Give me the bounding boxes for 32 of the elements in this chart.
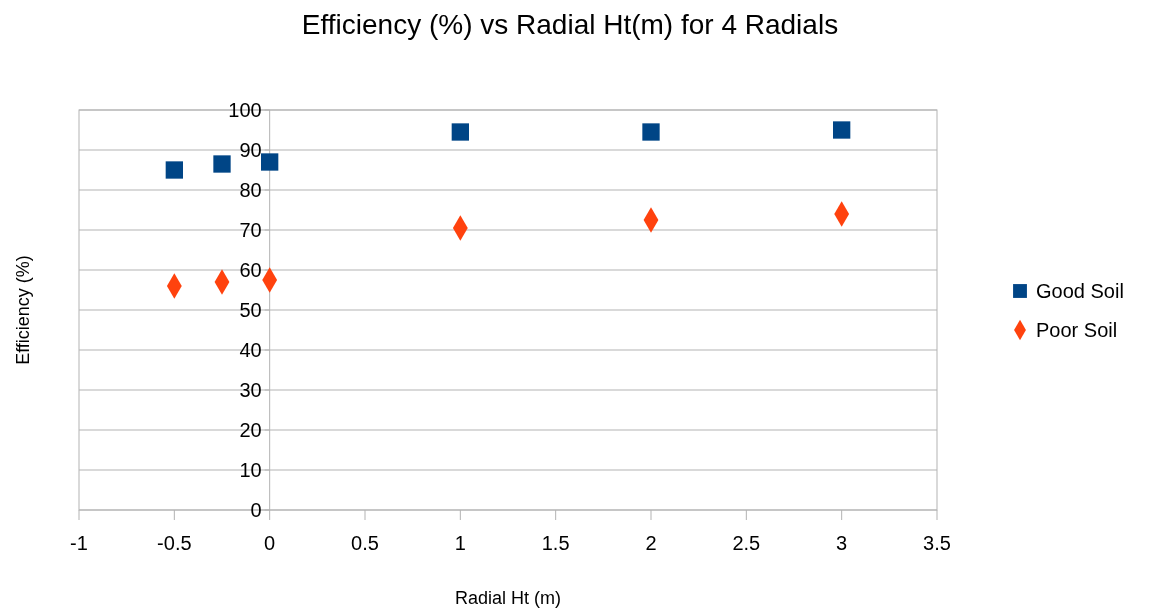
- legend-label: Good Soil: [1036, 280, 1124, 302]
- x-tick-label: 0: [264, 532, 276, 554]
- y-tick-label: 20: [239, 419, 262, 441]
- x-tick-label: 3: [836, 532, 848, 554]
- y-axis-title: Efficiency (%): [13, 255, 33, 365]
- y-tick-label: 70: [239, 219, 262, 241]
- y-tick-label: 0: [250, 499, 262, 521]
- x-tick-label: 2: [645, 532, 657, 554]
- y-tick-label: 10: [239, 459, 262, 481]
- point: [213, 155, 231, 173]
- y-tick-label: 90: [239, 139, 262, 161]
- y-tick-label: 80: [239, 179, 262, 201]
- x-tick-label: 1.5: [541, 532, 570, 554]
- x-tick-label: -1: [70, 532, 88, 554]
- x-axis-title: Radial Ht (m): [454, 588, 562, 608]
- chart-title: Efficiency (%) vs Radial Ht(m) for 4 Radials: [301, 9, 839, 40]
- x-tick-label: 3.5: [923, 532, 951, 554]
- x-tick-label: 2.5: [732, 532, 761, 554]
- x-tick-label: -0.5: [157, 532, 192, 554]
- point: [451, 123, 469, 141]
- y-tick-label: 30: [239, 379, 262, 401]
- point: [261, 153, 279, 171]
- y-tick-label: 60: [239, 259, 262, 281]
- y-tick-label: 50: [239, 299, 262, 321]
- point: [165, 161, 183, 179]
- legend-label: Poor Soil: [1036, 319, 1118, 341]
- x-tick-label: 1: [454, 532, 466, 554]
- y-tick-label: 100: [228, 99, 262, 121]
- y-tick-label: 40: [239, 339, 262, 361]
- x-tick-label: 0.5: [351, 532, 379, 554]
- point: [642, 123, 660, 141]
- point: [833, 121, 851, 139]
